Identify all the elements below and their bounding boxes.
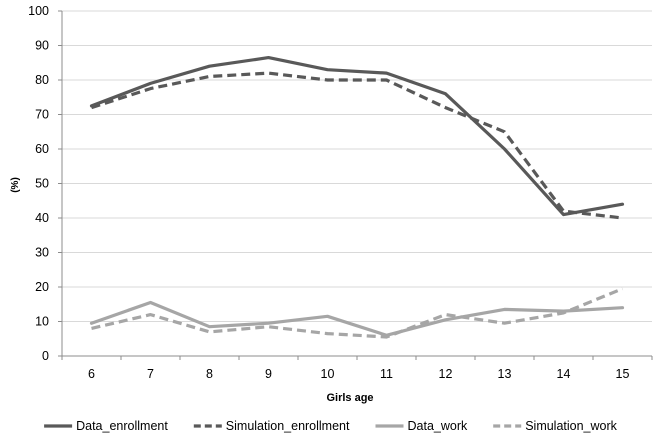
x-tick-label: 8 [206,367,213,381]
legend: Data_enrollment Simulation_enrollment Data… [44,419,618,433]
x-tick-label: 14 [557,367,571,381]
y-tick-label: 30 [35,246,49,260]
y-tick-label: 10 [35,315,49,329]
axes: 0 10 20 30 40 50 60 70 80 90 100 6 7 8 9 10 11 12 13 14 15 [28,4,653,381]
series-line [89,300,625,337]
y-axis-title: (%) [10,177,21,193]
x-tick-label: 12 [439,367,453,381]
x-tick-label: 11 [380,367,393,381]
x-tick-label: 6 [88,367,95,381]
legend-item: Data_enrollment [44,419,168,433]
legend-item: Simulation_work [493,419,618,433]
x-tick-label: 7 [147,367,154,381]
legend-item: Simulation_enrollment [193,419,350,433]
legend-label: Data_work [408,419,468,433]
y-tick-label: 20 [35,280,49,294]
series-line [91,287,624,339]
legend-label: Simulation_work [525,419,617,433]
y-tick-label: 70 [35,108,49,122]
series-line [89,55,625,217]
y-tick-label: 0 [42,349,49,363]
x-tick-label: 10 [321,367,335,381]
y-tick-label: 100 [28,4,49,18]
axis-labels: Girls age (%) [10,177,374,404]
y-tick-label: 60 [35,142,49,156]
y-tick-label: 90 [35,39,49,53]
x-tick-label: 13 [498,367,512,381]
legend-label: Data_enrollment [76,419,168,433]
y-tick-label: 40 [35,211,49,225]
x-axis-title: Girls age [326,392,373,404]
x-tick-label: 9 [265,367,272,381]
series-lines [89,55,625,339]
legend-label: Simulation_enrollment [226,419,350,433]
series-line [91,71,623,220]
y-tick-label: 50 [35,177,49,191]
y-tick-label: 80 [35,73,49,87]
gridlines [62,10,652,322]
legend-item: Data_work [375,419,468,433]
x-tick-label: 15 [616,367,630,381]
